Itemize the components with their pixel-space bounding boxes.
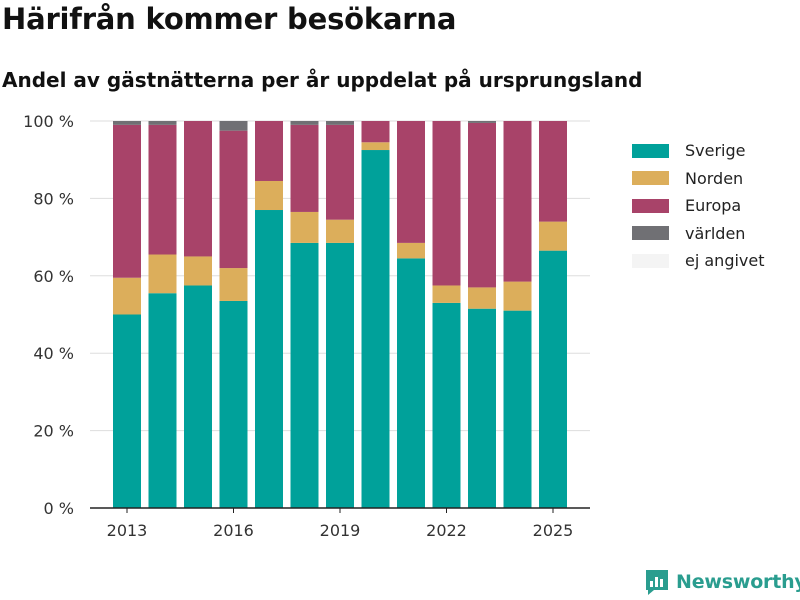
y-tick-label: 40 %	[33, 344, 74, 363]
bar-segment-Norden	[468, 287, 496, 309]
bar-segment-Norden	[397, 242, 425, 259]
bar-segment-Sverige	[148, 293, 177, 508]
legend: Sverige Norden Europa världen ej angivet	[632, 137, 765, 275]
bar-segment-Norden	[219, 268, 248, 301]
bar-segment-Norden	[326, 219, 354, 243]
bar-segment-Norden	[113, 277, 141, 315]
legend-label: Sverige	[685, 141, 746, 161]
bar-segment-Sverige	[468, 308, 496, 508]
legend-label: Europa	[685, 196, 742, 216]
bar-segment-Europa	[255, 121, 283, 181]
bar-segment-Europa	[468, 122, 496, 288]
bar-segment-Norden	[255, 180, 283, 211]
x-tick-label: 2019	[320, 521, 361, 540]
bar-segment-Sverige	[113, 314, 141, 508]
bar-segment-Norden	[184, 256, 212, 286]
bar-segment-Sverige	[184, 285, 212, 508]
bar-segment-Norden	[539, 221, 567, 251]
bar-segment-Sverige	[432, 302, 461, 508]
bar-segment-Norden	[432, 285, 461, 303]
bar-segment-Europa	[290, 124, 319, 212]
bar-segment-Norden	[148, 254, 177, 294]
bar-segment-Sverige	[503, 310, 532, 508]
legend-swatch	[632, 226, 669, 241]
bar-segment-Sverige	[539, 250, 567, 508]
bar-segment-Europa	[184, 121, 212, 257]
legend-swatch	[632, 198, 669, 213]
bar-segment-världen	[219, 121, 248, 131]
axes: 0 % 20 % 40 % 60 % 80 % 100 % 2013 2016 2019 2022…	[23, 112, 590, 540]
bar-segment-Europa	[113, 124, 141, 278]
bar-segment-världen	[326, 121, 354, 125]
bar-segment-Norden	[290, 211, 319, 243]
legend-item[interactable]: Sverige	[632, 137, 765, 165]
chart-title: Härifrån kommer besökarna	[2, 2, 457, 36]
bar-segment-Sverige	[361, 150, 390, 508]
legend-label: ej angivet	[685, 251, 765, 271]
bar-segment-Europa	[326, 124, 354, 220]
y-tick-label: 60 %	[33, 267, 74, 286]
legend-swatch	[632, 253, 669, 268]
legend-item[interactable]: Norden	[632, 165, 765, 193]
bar-segment-Europa	[432, 121, 461, 286]
newsworthy-logo-icon	[646, 570, 668, 595]
brand-label: Newsworthy	[676, 571, 800, 593]
bar-segment-Europa	[148, 124, 177, 255]
bar-segment-Sverige	[397, 258, 425, 508]
bar-segment-Europa	[219, 130, 248, 269]
bar-segment-Europa	[361, 121, 390, 143]
bar-segment-Europa	[397, 121, 425, 243]
legend-item[interactable]: Europa	[632, 192, 765, 220]
y-tick-label: 0 %	[44, 499, 74, 518]
bar-segment-Europa	[503, 121, 532, 282]
x-tick-label: 2025	[533, 521, 574, 540]
bar-segment-världen	[290, 121, 319, 125]
legend-item[interactable]: ej angivet	[632, 247, 765, 275]
chart-subtitle: Andel av gästnätterna per år uppdelat på…	[2, 68, 643, 92]
y-tick-label: 100 %	[23, 112, 74, 131]
brand: Newsworthy	[644, 568, 800, 596]
bar-segment-Sverige	[219, 300, 248, 508]
legend-swatch	[632, 143, 669, 158]
bars	[113, 121, 567, 508]
x-tick-label: 2022	[426, 521, 467, 540]
y-tick-label: 20 %	[33, 422, 74, 441]
legend-swatch	[632, 171, 669, 186]
bar-segment-Europa	[539, 121, 567, 222]
legend-item[interactable]: världen	[632, 220, 765, 248]
bar-segment-Norden	[503, 281, 532, 311]
bar-segment-Sverige	[326, 242, 354, 508]
legend-label: Norden	[685, 168, 744, 188]
x-tick-label: 2013	[107, 521, 148, 540]
x-tick-label: 2016	[213, 521, 254, 540]
bar-segment-världen	[468, 121, 496, 123]
bar-segment-Sverige	[290, 242, 319, 508]
bar-segment-Sverige	[255, 210, 283, 508]
bar-segment-världen	[113, 121, 141, 125]
y-tick-label: 80 %	[33, 189, 74, 208]
legend-label: världen	[685, 223, 746, 243]
bar-segment-världen	[148, 121, 177, 125]
bar-segment-Norden	[361, 142, 390, 151]
